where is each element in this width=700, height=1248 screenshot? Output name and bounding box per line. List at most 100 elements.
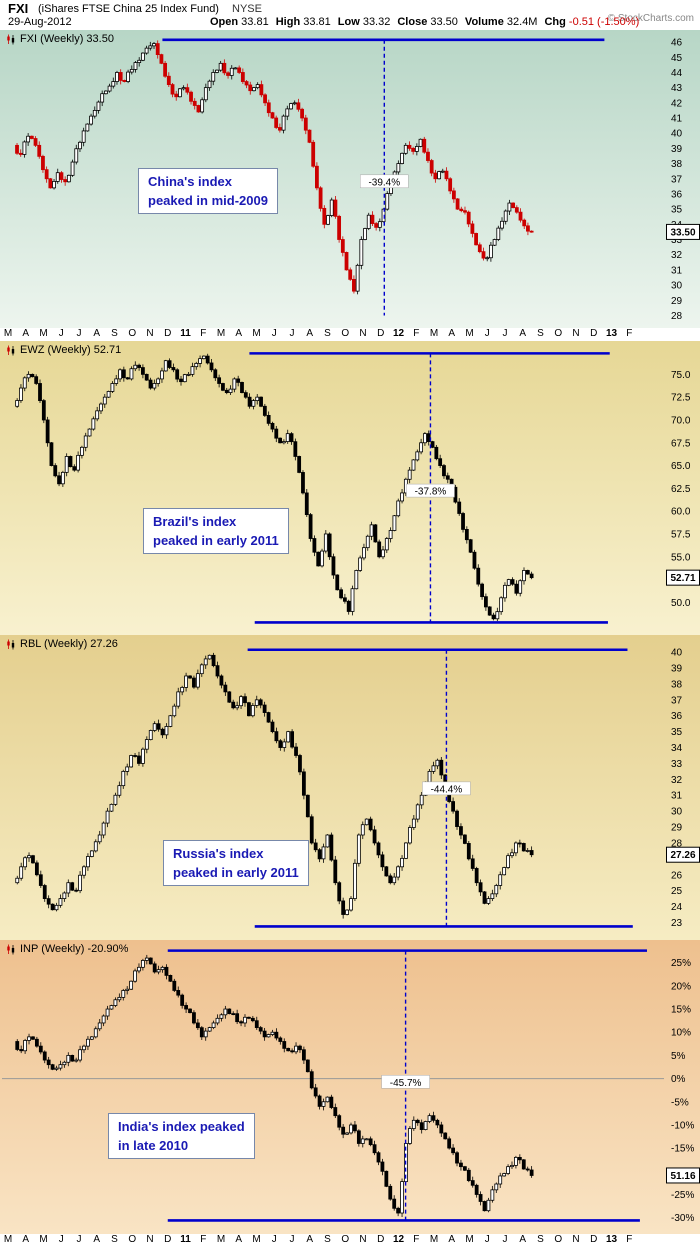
decline-pct-label: -37.8% [415,487,447,498]
y-tick-label: 37 [671,174,683,185]
axis-month-label: S [111,1234,118,1245]
axis-month-label: S [111,328,118,339]
axis-month-label: J [58,328,64,339]
y-tick-label: 30 [671,807,683,818]
axis-month-label: O [341,328,350,339]
y-tick-label: 29 [671,296,683,307]
price-tag-value: 52.71 [670,573,695,584]
y-tick-label: 20% [671,981,691,992]
y-tick-label: 33 [671,759,683,770]
y-tick-label: 25 [671,886,683,897]
axis-month-label: O [341,1234,350,1245]
annotation-line: peaked in mid-2009 [148,193,268,208]
annotation-line: peaked in early 2011 [153,533,279,548]
y-tick-label: -5% [671,1097,689,1108]
quote-item-chg: Chg -0.51 (-1.50%) [544,16,640,28]
axis-month-label: M [3,328,13,339]
axis-month-label: S [537,1234,544,1245]
axis-year-label: 11 [180,328,191,339]
price-tag-value: 27.26 [670,850,695,861]
axis-month-label: M [429,328,439,339]
axis-month-label: M [216,1234,226,1245]
axis-month-label: M [465,328,474,339]
rbl-panel: 232425262728293031323334353637383940-44.… [0,635,700,940]
axis-month-label: J [502,1234,508,1245]
y-tick-label: 60.0 [671,507,691,518]
quote-strip: Open 33.81 High 33.81 Low 33.32 Close 33.50… [210,16,646,28]
quote-date: 29-Aug-2012 [8,16,72,28]
axis-month-label: F [626,328,633,339]
axis-month-label: A [448,1234,456,1245]
axis-month-label: M [3,1234,13,1245]
axis-month-label: S [324,328,331,339]
annotation-line: China's index [148,174,232,189]
axis-month-label: F [200,1234,207,1245]
mini-candlestick-icon [7,345,15,355]
y-tick-label: 41 [671,114,683,125]
axis-month-label: N [146,328,154,339]
axis-month-label: D [377,1234,385,1245]
y-tick-label: 31 [671,265,683,276]
axis-month-label: A [235,328,243,339]
y-tick-label: 57.5 [671,529,691,540]
axis-year-label: 11 [180,1234,191,1245]
decline-pct-label-box [406,483,455,498]
y-tick-label: 31 [671,791,683,802]
y-tick-label: 43 [671,83,683,94]
axis-month-label: M [39,328,48,339]
annotation-line: Russia's index [173,846,264,861]
mini-candlestick-icon [7,639,15,649]
y-tick-label: 25% [671,958,691,969]
axis-month-label: J [76,1234,82,1245]
quote-item-low: Low 33.32 [337,16,391,28]
fxi-chart-svg: 28293031323334353637383940414243444546-3… [0,30,700,328]
y-tick-label: 42 [671,98,683,109]
y-tick-label: 38 [671,679,683,690]
axis-month-label: D [377,328,385,339]
inp-panel: -30%-25%-20%-15%-10%-5%0%5%10%15%20%25%-… [0,940,700,1234]
quote-item-volume: Volume 32.4M [464,16,538,28]
y-tick-label: -15% [671,1144,694,1155]
y-tick-label: 39 [671,664,683,675]
y-tick-label: -30% [671,1213,694,1224]
axis-year-label: 12 [392,1234,405,1245]
decline-pct-label-box [381,1075,430,1089]
axis-month-label: J [76,328,82,339]
rbl-chart-svg: 232425262728293031323334353637383940-44.… [0,635,700,940]
y-tick-label: -25% [671,1190,694,1201]
y-tick-label: 34 [671,743,683,754]
stockcharts-watermark: © StockCharts.com [607,13,694,24]
x-axis-row: M A M J J A S O N D 11 F M A M J J A S O N D 12 F M A M J J A S O N D 13 F [0,1234,700,1248]
inp-chart-svg: -30%-25%-20%-15%-10%-5%0%5%10%15%20%25%-… [0,940,700,1234]
mini-candlestick-icon [7,944,15,954]
quote-item-high: High 33.81 [275,16,331,28]
axis-month-label: O [128,1234,137,1245]
ewz-panel: 50.052.555.057.560.062.565.067.570.072.5… [0,341,700,635]
decline-pct-label: -45.7% [390,1078,422,1089]
fxi-panel-title: FXI (Weekly) 33.50 [6,33,114,45]
y-tick-label: 28 [671,838,683,849]
y-tick-label: 55.0 [671,552,691,563]
axis-month-label: F [626,1234,633,1245]
y-tick-label: 29 [671,823,683,834]
y-tick-label: 36 [671,189,683,200]
axis-month-label: M [252,1234,261,1245]
axis-month-label: A [93,328,101,339]
decline-pct-label-box [360,174,409,189]
axis-month-label: J [271,328,277,339]
y-tick-label: 40 [671,129,683,140]
axis-month-label: N [146,1234,154,1245]
price-tag-value: 33.50 [670,227,695,238]
axis-month-label: F [200,328,207,339]
inp-panel-title: INP (Weekly) -20.90% [6,943,128,955]
axis-month-label: A [448,328,456,339]
fxi-panel: 28293031323334353637383940414243444546-3… [0,30,700,328]
y-tick-label: 23 [671,918,683,929]
y-tick-label: 0% [671,1074,686,1085]
axis-year-label: 13 [605,328,618,339]
exchange-label: NYSE [232,3,262,15]
axis-month-label: A [235,1234,243,1245]
quote-item-close: Close 33.50 [397,16,458,28]
y-tick-label: 35 [671,205,683,216]
axis-month-label: O [554,1234,563,1245]
